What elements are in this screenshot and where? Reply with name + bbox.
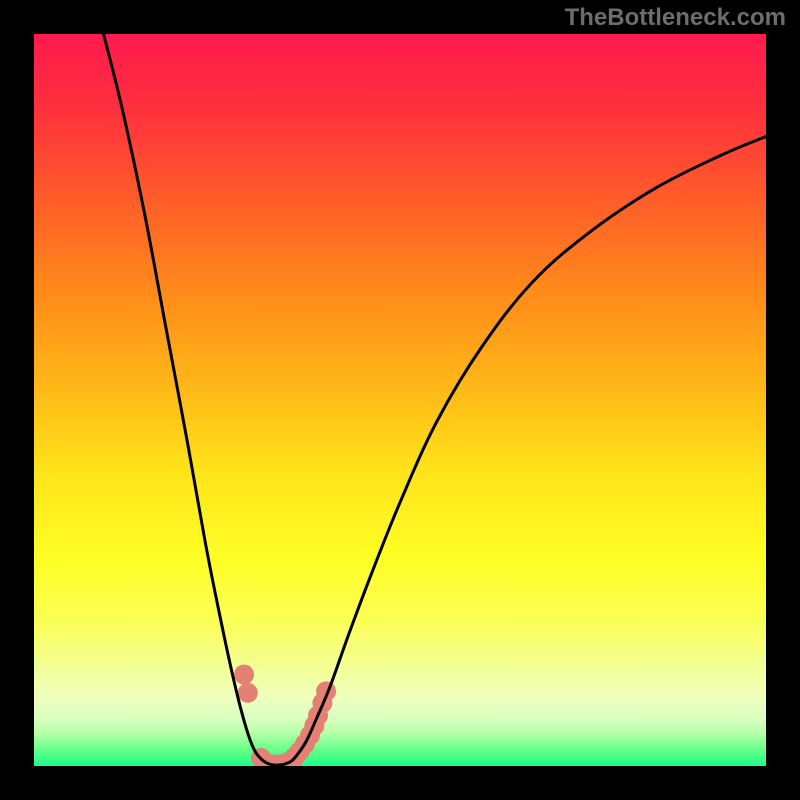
chart-frame <box>34 34 766 766</box>
chart-background <box>34 34 766 766</box>
data-marker <box>238 683 258 703</box>
watermark-text: TheBottleneck.com <box>565 4 786 32</box>
data-marker <box>234 665 254 685</box>
chart-svg <box>34 34 766 766</box>
